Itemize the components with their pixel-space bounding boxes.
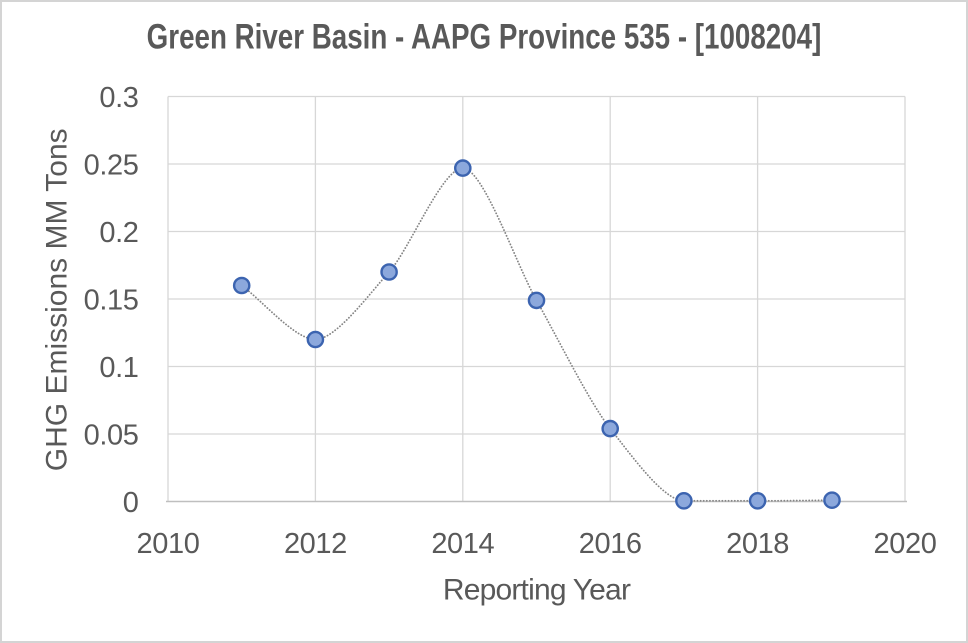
svg-text:0: 0 (123, 487, 139, 519)
svg-text:2014: 2014 (431, 528, 494, 560)
svg-text:GHG Emissions MM Tons: GHG Emissions MM Tons (41, 128, 74, 471)
svg-text:0.05: 0.05 (84, 420, 139, 452)
svg-text:2016: 2016 (579, 528, 642, 560)
svg-text:0.3: 0.3 (99, 82, 138, 114)
svg-text:Reporting Year: Reporting Year (443, 573, 631, 606)
svg-text:Green River Basin - AAPG Provi: Green River Basin - AAPG Province 535 - … (147, 16, 822, 56)
svg-text:0.15: 0.15 (84, 285, 139, 317)
svg-text:0.2: 0.2 (99, 217, 138, 249)
svg-text:2020: 2020 (874, 528, 937, 560)
svg-text:0.25: 0.25 (84, 150, 139, 182)
svg-text:2012: 2012 (284, 528, 347, 560)
svg-text:0.1: 0.1 (99, 352, 138, 384)
svg-text:2018: 2018 (726, 528, 789, 560)
svg-text:2010: 2010 (137, 528, 200, 560)
